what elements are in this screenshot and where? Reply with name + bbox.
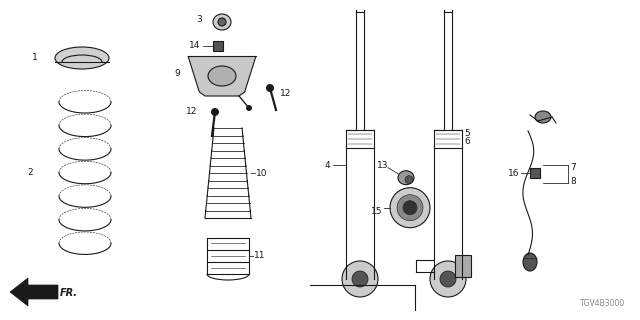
Text: 3: 3 [196, 15, 202, 25]
Ellipse shape [535, 111, 551, 123]
Text: 7: 7 [570, 163, 576, 172]
Text: 4: 4 [324, 161, 330, 170]
Circle shape [342, 261, 378, 297]
Circle shape [352, 271, 368, 287]
Bar [213, 41, 223, 51]
Circle shape [403, 201, 417, 215]
Ellipse shape [218, 18, 226, 26]
Circle shape [211, 108, 219, 116]
Text: 11: 11 [254, 252, 266, 260]
Polygon shape [10, 278, 58, 306]
Bar [530, 168, 540, 178]
Text: 1: 1 [32, 53, 38, 62]
Circle shape [390, 188, 430, 228]
Text: 12: 12 [186, 108, 197, 116]
Text: 10: 10 [256, 169, 268, 178]
Ellipse shape [55, 47, 109, 69]
Circle shape [246, 105, 252, 111]
Text: 9: 9 [174, 69, 180, 78]
Text: 5: 5 [464, 129, 470, 138]
Text: TGV4B3000: TGV4B3000 [580, 299, 625, 308]
Text: 14: 14 [189, 42, 200, 51]
Circle shape [440, 271, 456, 287]
Circle shape [397, 195, 423, 221]
Circle shape [405, 176, 413, 184]
Text: 6: 6 [464, 137, 470, 146]
Ellipse shape [213, 14, 231, 30]
Text: 8: 8 [570, 177, 576, 186]
Ellipse shape [398, 171, 414, 185]
Polygon shape [188, 56, 256, 96]
Circle shape [266, 84, 274, 92]
Text: 13: 13 [376, 161, 388, 170]
Ellipse shape [523, 253, 537, 271]
Bar [455, 255, 471, 277]
Text: 15: 15 [371, 207, 382, 216]
Circle shape [430, 261, 466, 297]
Text: FR.: FR. [60, 288, 78, 298]
Text: 2: 2 [28, 168, 33, 177]
Text: 12: 12 [280, 89, 291, 98]
Text: 16: 16 [508, 169, 519, 178]
Ellipse shape [208, 66, 236, 86]
